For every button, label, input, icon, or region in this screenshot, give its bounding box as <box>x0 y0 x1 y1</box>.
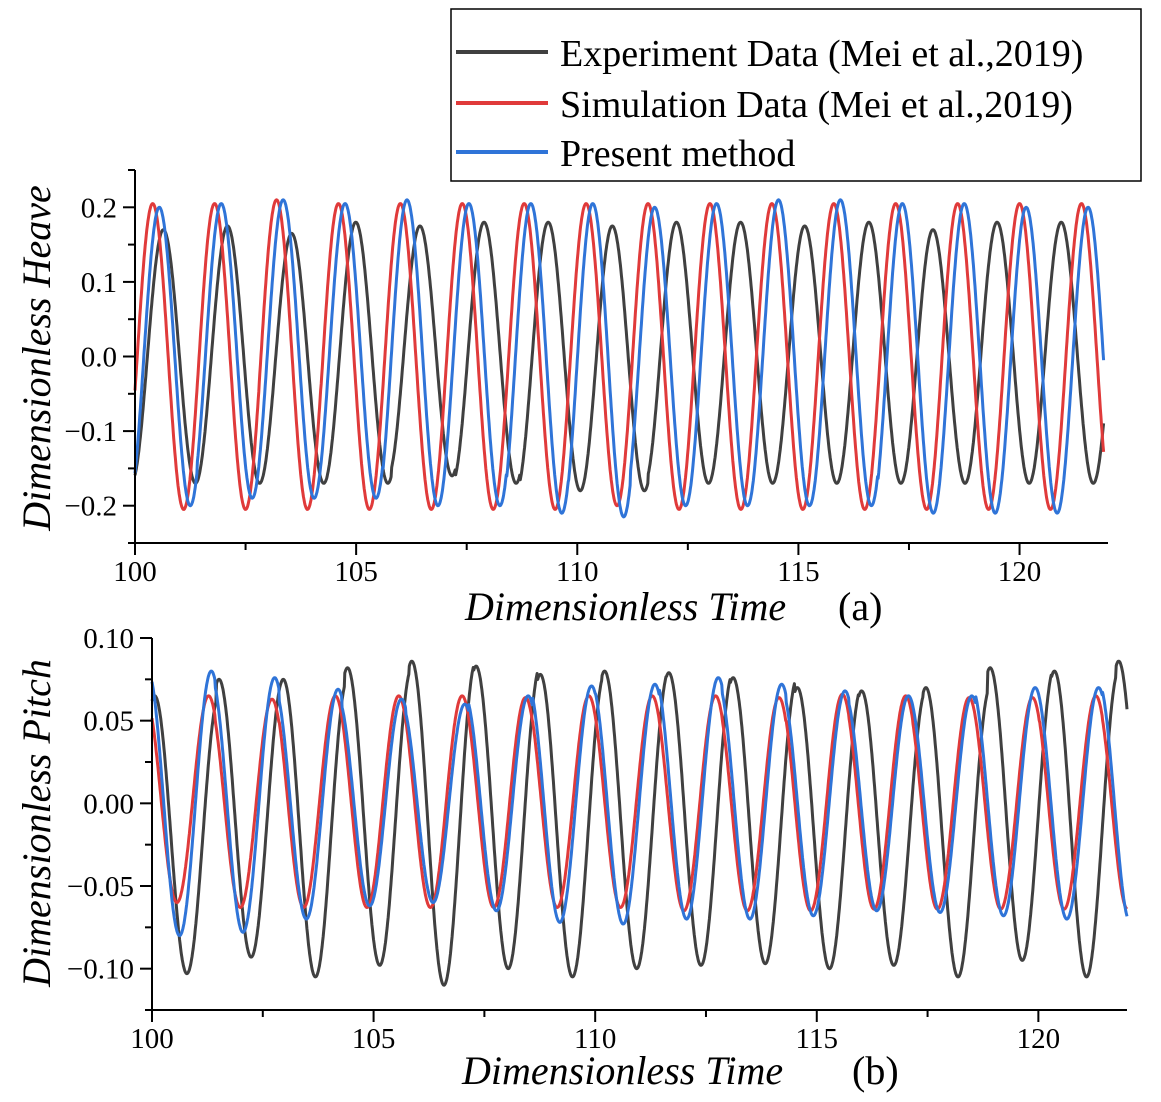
legend-box <box>450 8 1142 182</box>
pitch-y-tick-label: 0.00 <box>83 788 134 820</box>
heave-axes: 100 105 110 115 120 −0.2 −0.1 0.0 0.1 0.2 <box>64 169 1108 588</box>
pitch-series-2-line <box>150 692 1129 913</box>
legend-label-experiment: Experiment Data (Mei et al.,2019) <box>560 33 1083 75</box>
heave-y-tick-label: −0.2 <box>64 491 117 523</box>
heave-x-tick-label: 110 <box>556 556 598 588</box>
pitch-series-1-line <box>150 659 1129 987</box>
pitch-series-3-line <box>150 669 1129 938</box>
pitch-y-tick-label: 0.05 <box>83 706 134 738</box>
pitch-y-tick-label: −0.05 <box>67 871 134 903</box>
heave-y-tick-label: 0.0 <box>81 342 117 374</box>
heave-y-tick-label: 0.2 <box>81 192 117 224</box>
legend-label-present: Present method <box>560 133 795 175</box>
heave-y-tick-label: 0.1 <box>81 267 117 299</box>
heave-y-axis-label: Dimensionless Heave <box>14 185 59 531</box>
pitch-y-tick-label: 0.10 <box>83 623 134 655</box>
pitch-axes: 100 105 110 115 120 −0.10 −0.05 0.00 0.05 0.10 <box>67 623 1127 1055</box>
legend-label-simulation: Simulation Data (Mei et al.,2019) <box>560 84 1073 126</box>
heave-x-tick-label: 120 <box>998 556 1042 588</box>
pitch-x-tick-label: 105 <box>352 1023 396 1055</box>
pitch-x-tick-label: 110 <box>574 1023 616 1055</box>
pitch-x-tick-label: 115 <box>796 1023 838 1055</box>
pitch-panel: 100 105 110 115 120 −0.10 −0.05 0.00 0.05 0.10 Di… <box>14 623 1129 1093</box>
heave-y-tick-label: −0.1 <box>64 416 117 448</box>
pitch-y-axis-label: Dimensionless Pitch <box>14 659 59 988</box>
pitch-x-axis-label: Dimensionless Time <box>461 1048 783 1093</box>
pitch-x-tick-label: 120 <box>1017 1023 1061 1055</box>
pitch-panel-label: (b) <box>852 1048 899 1093</box>
heave-x-axis-label: Dimensionless Time <box>464 584 786 629</box>
heave-series-1-line <box>133 220 1106 493</box>
heave-panel: 100 105 110 115 120 −0.2 −0.1 0.0 0.1 0.2 Dimensi… <box>14 169 1108 629</box>
pitch-series-lines <box>150 659 1129 987</box>
heave-series-3-line <box>133 198 1106 519</box>
pitch-y-tick-label: −0.10 <box>67 954 134 986</box>
heave-panel-label: (a) <box>838 584 882 629</box>
heave-x-tick-label: 115 <box>777 556 819 588</box>
heave-series-lines <box>133 198 1106 519</box>
pitch-x-tick-label: 100 <box>130 1023 174 1055</box>
heave-x-tick-label: 100 <box>113 556 157 588</box>
legend: Experiment Data (Mei et al.,2019) Simula… <box>450 8 1142 182</box>
heave-x-tick-label: 105 <box>334 556 378 588</box>
